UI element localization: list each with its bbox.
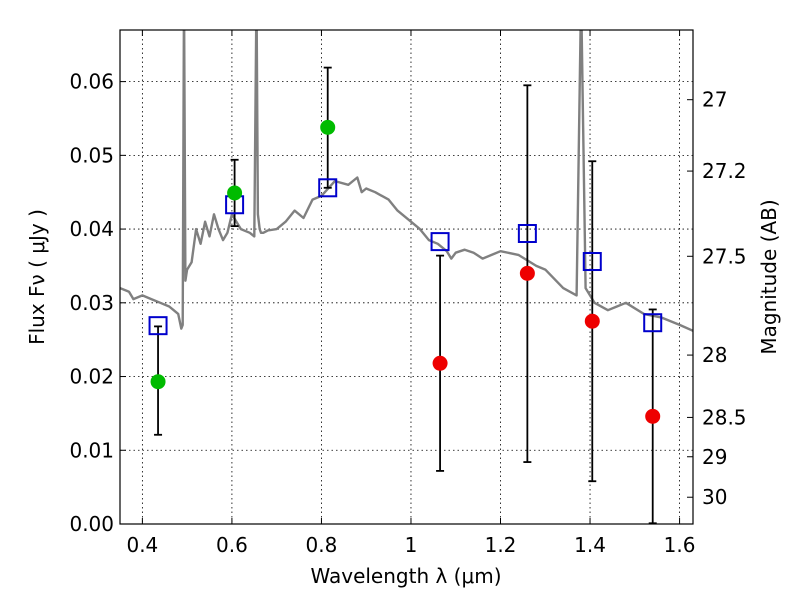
detection-point: [320, 119, 336, 135]
y-tick-label: 0.05: [69, 143, 114, 167]
y-tick-label: 0.00: [69, 512, 114, 536]
model-photometry-square: [148, 316, 168, 336]
x-tick-label: 1.6: [664, 533, 696, 557]
x-tick-label: 0.6: [216, 533, 248, 557]
x-tick-label: 1: [405, 533, 418, 557]
data-markers: [148, 119, 663, 424]
magnitude-tick-label: 28: [702, 343, 727, 367]
x-tick-label: 0.8: [306, 533, 338, 557]
detection-point: [150, 374, 166, 390]
x-tick-label: 1.2: [485, 533, 517, 557]
error-bars: [154, 66, 657, 525]
magnitude-tick-label: 27.2: [702, 159, 747, 183]
y-tick-label: 0.04: [69, 217, 114, 241]
marginal-point: [519, 265, 535, 281]
model-photometry-square: [582, 252, 602, 272]
magnitude-axis-ticks: 27 27.2 27.5 28 28.5 29 30: [687, 88, 747, 509]
model-photometry-square: [430, 232, 450, 252]
x-tick-label: 1.4: [574, 533, 606, 557]
y-tick-label: 0.06: [69, 70, 114, 94]
plot-frame: [119, 29, 694, 525]
marginal-point: [645, 408, 661, 424]
grid: [120, 30, 693, 524]
magnitude-tick-label: 29: [702, 445, 727, 469]
y-tick-label: 0.03: [69, 291, 114, 315]
magnitude-axis-label: Magnitude (AB): [757, 199, 781, 354]
x-axis-ticks: 0.4 0.6 0.8 1 1.2 1.4 1.6: [126, 30, 695, 557]
marginal-point: [584, 313, 600, 329]
model-photometry-square: [643, 313, 663, 333]
magnitude-tick-label: 30: [702, 485, 727, 509]
magnitude-tick-label: 27.5: [702, 244, 747, 268]
x-axis-label: Wavelength λ (μm): [310, 564, 501, 588]
y-axis-ticks: 0.00 0.01 0.02 0.03 0.04 0.05 0.06: [69, 70, 126, 536]
x-tick-label: 0.4: [126, 533, 158, 557]
magnitude-tick-label: 27: [702, 88, 727, 112]
spectrum-series: [120, 30, 693, 332]
marginal-point: [432, 355, 448, 371]
y-axis-label: Flux Fν ( μJy ): [25, 209, 49, 345]
model-photometry-square: [318, 178, 338, 198]
spectrum-line: [120, 30, 693, 332]
y-tick-label: 0.01: [69, 438, 114, 462]
model-photometry-square: [517, 223, 537, 243]
y-tick-label: 0.02: [69, 365, 114, 389]
detection-point: [227, 185, 243, 201]
magnitude-tick-label: 28.5: [702, 405, 747, 429]
